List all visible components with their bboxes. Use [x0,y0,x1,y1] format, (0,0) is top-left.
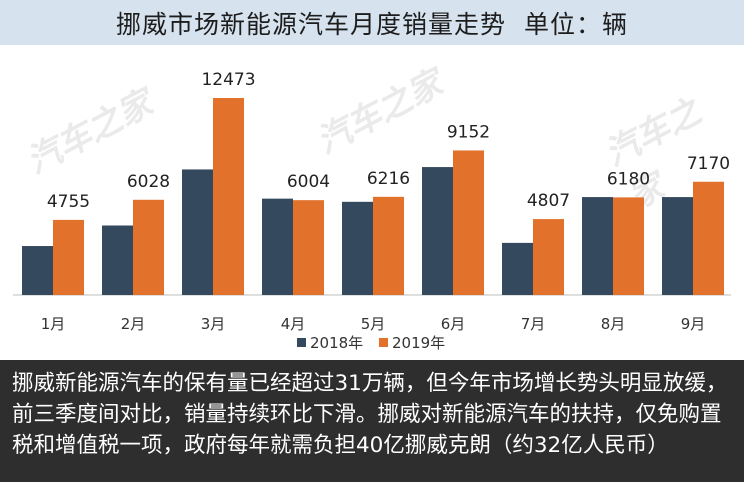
x-tick-label: 6月 [441,315,466,333]
data-label: 6028 [127,172,170,192]
data-label: 9152 [447,122,490,142]
legend-label: 2018年 [310,334,363,352]
x-tick-label: 3月 [201,315,226,333]
bar-2019 [133,199,164,295]
x-tick-label: 1月 [41,315,66,333]
caption-text: 挪威新能源汽车的保有量已经超过31万辆，但今年市场增长势头明显放缓，前三季度间对… [0,360,744,482]
data-label: 6216 [367,169,410,189]
bar-2018 [422,167,453,295]
bar-chart: 4755 1月 6028 2月 12473 3月 6004 4月 6216 5月 9152 6月 480… [13,70,731,352]
x-tick-label: 9月 [681,315,706,333]
x-tick-label: 8月 [601,315,626,333]
chart-title-bar: 挪威市场新能源汽车月度销量走势 单位：辆 [0,0,744,45]
bar-2018 [22,246,53,295]
bar-2019 [613,197,644,295]
x-tick-label: 2月 [121,315,146,333]
x-tick-label: 5月 [361,315,386,333]
data-label: 12473 [201,70,255,90]
bar-2019 [453,150,484,295]
bar-2019 [53,219,84,295]
chart-area: 汽车之家 汽车之家 汽车之家 4755 1月 6028 2月 12473 3月 6004 4月… [0,45,744,360]
legend-swatch [297,338,306,347]
bar-2018 [182,169,213,295]
data-label: 4755 [47,192,90,212]
bar-2019 [293,200,324,295]
chart-unit: 单位：辆 [524,9,629,39]
bar-2018 [262,198,293,295]
bar-2019 [533,219,564,295]
legend-label: 2019年 [392,334,445,352]
x-tick-label: 4月 [281,315,306,333]
data-label: 7170 [687,154,730,174]
legend-swatch [379,338,388,347]
bar-2019 [693,181,724,295]
bar-2018 [102,225,133,295]
bar-2018 [582,197,613,295]
bar-2018 [342,201,373,295]
data-label: 4807 [527,191,570,211]
data-label: 6180 [607,169,650,189]
bar-2019 [373,196,404,295]
bar-2019 [213,98,244,295]
bar-2018 [662,197,693,295]
bar-2018 [502,242,533,295]
data-label: 6004 [287,172,330,192]
chart-title: 挪威市场新能源汽车月度销量走势 [115,9,506,39]
x-tick-label: 7月 [521,315,546,333]
